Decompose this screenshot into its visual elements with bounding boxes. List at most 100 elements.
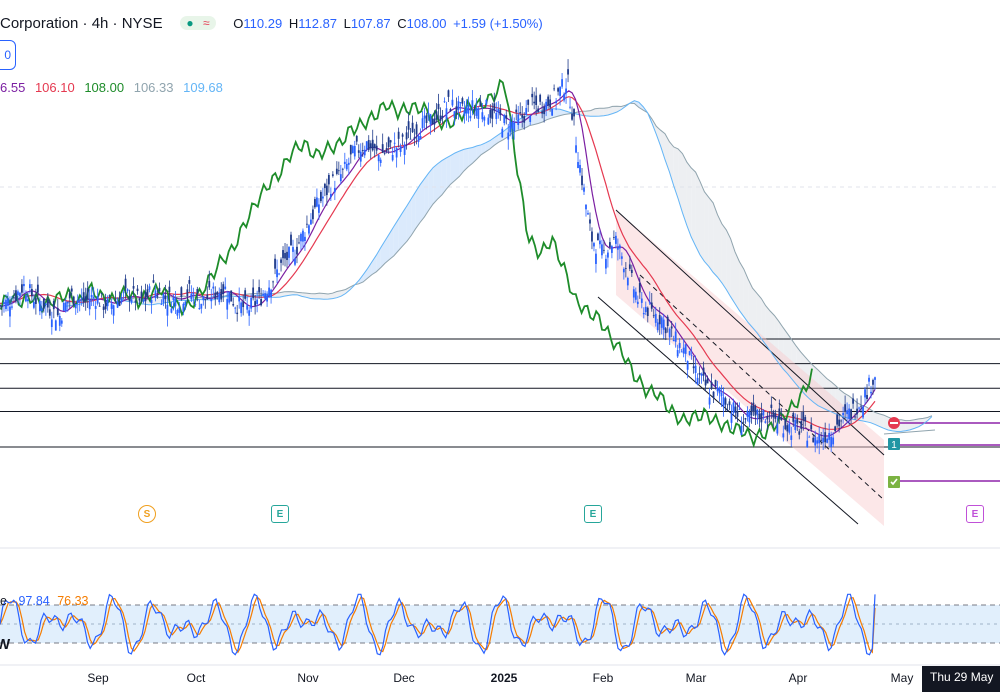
candle <box>792 411 795 427</box>
candle <box>794 413 797 434</box>
candle <box>571 106 573 121</box>
cloud-segment <box>411 191 416 236</box>
candle <box>449 107 452 112</box>
candle <box>736 402 739 423</box>
candle <box>616 238 619 261</box>
candle <box>142 298 145 304</box>
earnings-event-icon[interactable]: E <box>271 505 289 523</box>
candle <box>549 94 552 112</box>
stop-marker[interactable] <box>888 417 900 429</box>
candle <box>238 287 241 309</box>
cloud-segment <box>704 191 709 267</box>
cloud-segment <box>901 419 906 432</box>
candle <box>738 402 741 411</box>
candle <box>282 246 284 266</box>
candle <box>3 299 5 313</box>
candle <box>539 93 542 106</box>
candle <box>624 262 627 278</box>
candle <box>308 224 310 236</box>
indicator-toggle-box[interactable]: 0 <box>0 40 16 70</box>
candle <box>355 134 358 146</box>
candle <box>521 106 524 128</box>
earnings-event-icon[interactable]: E <box>584 505 602 523</box>
horizontal-levels <box>0 338 1000 448</box>
candle <box>714 379 717 390</box>
close-value: 108.00 <box>406 16 447 31</box>
candle <box>660 315 663 335</box>
candle <box>110 299 113 315</box>
candle <box>690 346 693 360</box>
candle <box>648 291 651 306</box>
chikou-line <box>0 78 813 449</box>
candle <box>672 335 675 342</box>
cloud-segment <box>761 298 766 345</box>
candle <box>808 435 811 438</box>
cloud-segment <box>420 178 425 223</box>
candle <box>361 142 364 157</box>
cloud-segment <box>739 261 744 317</box>
candle <box>234 306 237 314</box>
stoch-k-value: 97.84 <box>18 594 50 608</box>
candle <box>479 95 482 107</box>
split-event-icon[interactable]: S <box>138 505 156 523</box>
candle <box>553 84 556 92</box>
cloud-segment <box>735 251 740 311</box>
candle <box>702 361 705 382</box>
candle <box>310 213 312 225</box>
candle <box>473 104 476 119</box>
candle <box>543 103 546 123</box>
candle <box>228 291 231 305</box>
candle <box>373 143 376 158</box>
candle <box>858 406 860 411</box>
entry-marker[interactable]: 1 <box>888 438 900 451</box>
candle <box>369 140 372 160</box>
ichimoku-value-lag: 108.00 <box>84 80 125 95</box>
cloud-segment <box>778 321 784 369</box>
candle <box>451 89 454 108</box>
cloud-segment <box>380 240 385 268</box>
candle <box>674 322 677 348</box>
candle <box>274 254 276 275</box>
candle <box>816 436 819 449</box>
symbol-title[interactable]: Corporation · 4h · NYSE <box>0 15 163 32</box>
x-tick-label: Oct <box>186 671 206 685</box>
candle <box>505 109 508 125</box>
candle <box>232 297 235 307</box>
candle <box>316 188 318 208</box>
candle <box>417 134 420 148</box>
candle <box>349 144 352 164</box>
stochastic-pane <box>0 593 1000 656</box>
stoch-k-line <box>0 593 876 656</box>
candle <box>459 102 462 113</box>
earnings-upcoming-icon[interactable]: E <box>966 505 984 523</box>
cloud-segment <box>608 106 613 115</box>
cloud-segment <box>634 100 639 108</box>
candle <box>122 289 125 300</box>
candle <box>545 98 548 117</box>
low-value: 107.87 <box>350 16 391 31</box>
candle <box>76 294 79 313</box>
cloud-segment <box>708 197 714 273</box>
entry-label: 1 <box>891 440 897 451</box>
cloud-segment <box>538 110 543 124</box>
candle <box>411 115 414 133</box>
target-marker[interactable] <box>888 476 900 488</box>
candle <box>112 304 115 324</box>
candle <box>15 285 17 304</box>
candle <box>611 244 613 259</box>
candle <box>599 230 601 249</box>
candle <box>866 384 868 403</box>
cloud-segment <box>402 205 407 247</box>
candle <box>636 295 639 308</box>
cloud-segment <box>717 214 722 283</box>
candle <box>517 105 520 130</box>
cloud-segment <box>603 107 609 116</box>
candle <box>798 428 801 440</box>
candle <box>429 113 432 135</box>
cloud-segment <box>870 409 875 425</box>
candle <box>475 98 478 119</box>
cloud-segment <box>730 238 735 304</box>
candle <box>367 135 370 152</box>
candle <box>551 108 554 116</box>
